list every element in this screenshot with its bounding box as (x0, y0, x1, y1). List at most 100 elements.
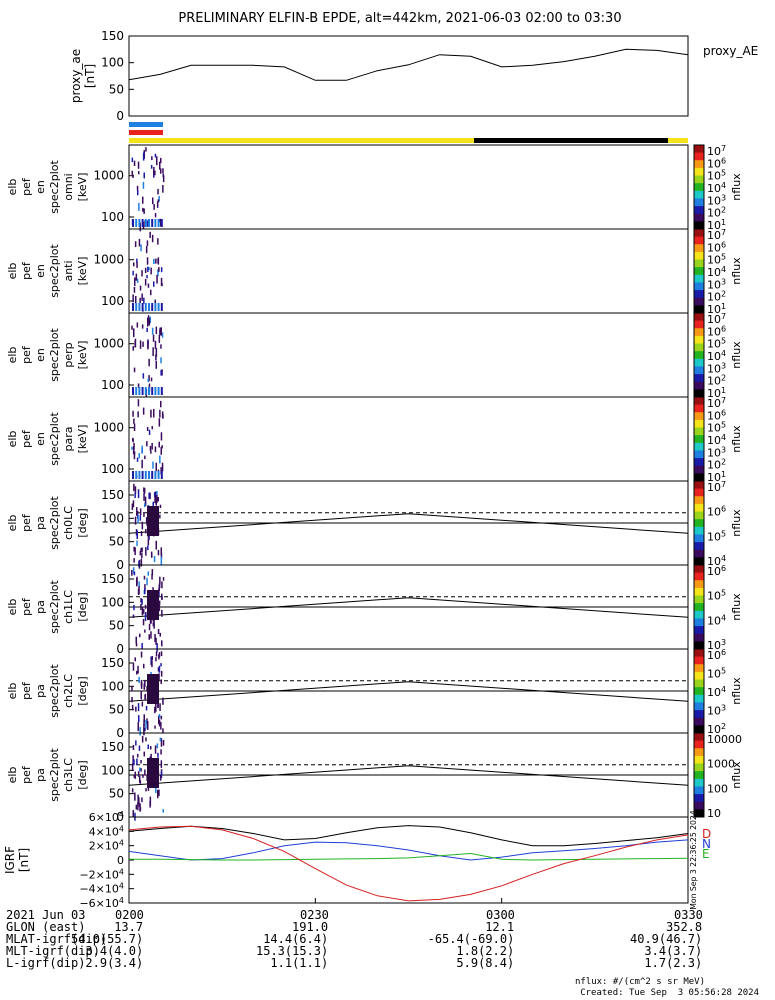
spec-ylabel: elb (6, 683, 19, 700)
spectrogram-cell (137, 722, 139, 732)
spectrogram-cell (139, 508, 142, 516)
colorbar-tick: 105 (707, 589, 726, 603)
spec-ylabel: spec2plot (48, 328, 61, 382)
colorbar-tick: 107 (707, 396, 726, 410)
colorbar-tick: 10 (707, 807, 721, 820)
spectrogram-cell (158, 673, 160, 681)
colorbar-segment (694, 511, 704, 520)
spectrogram-cell (155, 326, 158, 334)
spectrogram-cell (136, 530, 138, 539)
igrf-ylabel: [nT] (17, 848, 31, 872)
spectrogram-cell (157, 199, 160, 203)
spec-ylabel: pa (34, 516, 47, 530)
spectrogram-cell (158, 441, 160, 448)
spectrogram-cell (159, 576, 161, 585)
spectrogram-cell (139, 776, 141, 783)
spectrogram-cell (158, 335, 161, 343)
spectrogram-cell (132, 744, 135, 750)
spec-ytick: 0 (116, 642, 124, 656)
low-energy-flux-cell (148, 387, 150, 395)
spectrogram-cell (160, 679, 162, 684)
spectrogram-cell (146, 220, 149, 227)
spectrogram-cell (144, 502, 147, 507)
spectrogram-cell (160, 670, 163, 677)
spectrogram-cell (135, 296, 137, 304)
spectrogram-cell (141, 553, 143, 559)
spec-ylabel: omni (62, 173, 75, 200)
spectrogram-cell (134, 241, 137, 248)
spectrogram-cell (131, 157, 134, 163)
spectrogram-cell (147, 571, 149, 576)
spec-ylabel: perp (62, 342, 75, 367)
spec-ylabel: pef (20, 597, 33, 616)
spec-panel-frame (128, 396, 689, 482)
spectrogram-cell (147, 378, 149, 383)
spectrogram-cell (140, 651, 143, 658)
spectrogram-cell (159, 161, 161, 170)
igrf-series-line (128, 825, 689, 902)
loss-cone-line (128, 681, 689, 702)
footer-row-value: 1.7(2.3) (644, 956, 703, 970)
spectrogram-cell (133, 546, 135, 552)
spectrogram-cell (145, 705, 148, 711)
loss-cone-line (128, 765, 689, 786)
spec-ylabel: [keV] (76, 341, 89, 370)
spectrogram-cell (150, 656, 152, 665)
colorbar-segment (694, 496, 704, 505)
colorbar-frame (693, 732, 705, 818)
spec-ylabel: pef (20, 429, 33, 448)
spectrogram-cell (147, 317, 149, 327)
spectrogram-cell (141, 270, 143, 277)
spectrogram-cell (142, 407, 145, 415)
spectrogram-cell (131, 685, 133, 692)
spectrogram-cell (139, 222, 141, 232)
spectrogram-cell (155, 347, 158, 357)
spectrogram-cell (162, 809, 164, 813)
spectrogram-cell (133, 423, 136, 431)
colorbar-segment (694, 671, 704, 681)
spec-ytick: 1000 (93, 337, 124, 351)
low-energy-flux-cell (135, 387, 138, 395)
spectrogram-cell (155, 540, 157, 550)
low-energy-flux-cell (157, 471, 160, 479)
spectrogram-cell (160, 721, 162, 730)
spectrogram-cell (157, 188, 159, 195)
spec-ylabel: elb (6, 599, 19, 616)
colorbar-segment (694, 519, 704, 528)
low-energy-flux-cell (141, 471, 144, 479)
igrf-ytick: 6×104 (89, 810, 124, 824)
spectrogram-cell (134, 516, 137, 525)
spectrogram-cell (143, 208, 145, 214)
spectrogram-cell (153, 492, 156, 497)
spectrogram-cell (160, 447, 162, 455)
low-energy-flux-cell (144, 471, 147, 479)
spectrogram-cell (139, 297, 141, 304)
spectrogram-cell (145, 737, 147, 742)
spec-panel-frame (128, 228, 689, 314)
spectrogram-cell (144, 694, 146, 700)
spectrogram-cell (136, 507, 138, 516)
colorbar-segment (694, 587, 704, 597)
colorbar-tick: 1000 (707, 758, 735, 771)
spec-ytick: 50 (109, 535, 124, 549)
spectrogram-cell (134, 492, 136, 498)
low-energy-flux-cell (138, 219, 141, 227)
low-energy-flux-cell (151, 219, 154, 227)
spec-ytick: 100 (101, 511, 124, 525)
colorbar-segment (694, 374, 704, 383)
pa-flux-block (147, 674, 159, 704)
colorbar-segment (694, 565, 704, 574)
colorbar-segment (694, 610, 704, 619)
spectrogram-cell (146, 275, 148, 279)
spectrogram-cell (132, 567, 135, 574)
spectrogram-cell (135, 804, 138, 810)
spectrogram-cell (146, 427, 149, 431)
proxy-ae-ytick: 100 (101, 56, 124, 70)
spectrogram-cell (139, 727, 141, 736)
science-zone-bar-blue (129, 122, 163, 127)
spec-ylabel: pef (20, 765, 33, 784)
spectrogram-cell (158, 789, 160, 796)
shadow-bar (474, 138, 668, 143)
spectrogram-cell (148, 267, 150, 271)
colorbar-tick: 105 (707, 529, 726, 543)
